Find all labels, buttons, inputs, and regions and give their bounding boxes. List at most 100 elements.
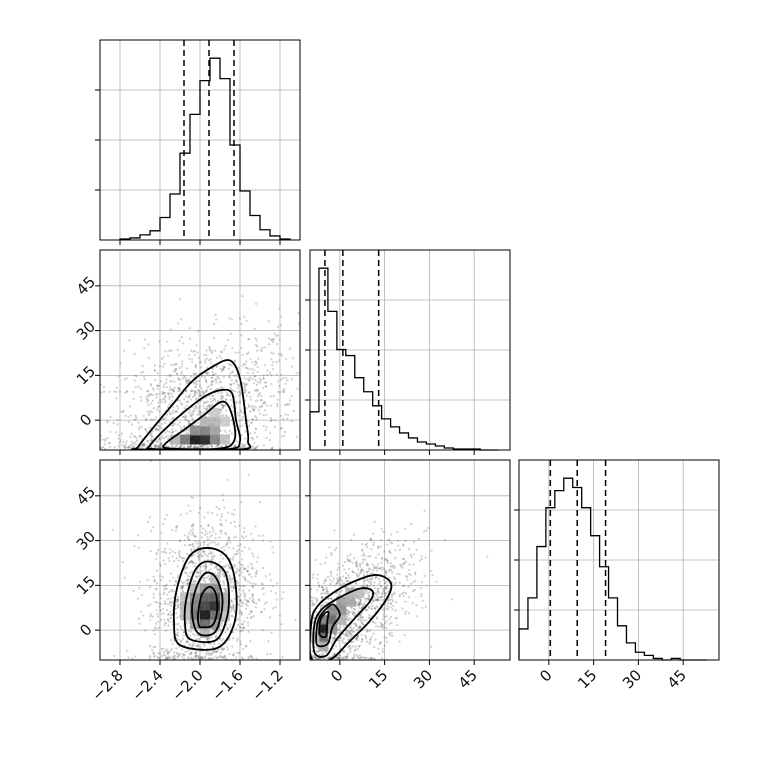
scatter-point (331, 403, 333, 405)
scatter-point (159, 609, 162, 613)
scatter-point (147, 343, 150, 346)
scatter-point (248, 337, 251, 341)
scatter-point (186, 566, 189, 569)
scatter-point (307, 612, 309, 614)
scatter-point (158, 365, 162, 368)
scatter-point (199, 506, 202, 510)
scatter-point (194, 655, 198, 658)
scatter-point (156, 384, 159, 387)
scatter-point (250, 421, 253, 425)
scatter-point (155, 587, 158, 590)
scatter-point (214, 392, 217, 395)
scatter-point (145, 430, 148, 434)
scatter-point (265, 425, 268, 429)
scatter-point (345, 655, 348, 658)
scatter-point (151, 430, 154, 433)
scatter-point (244, 567, 247, 571)
scatter-point (181, 360, 184, 363)
scatter-point (161, 391, 164, 394)
scatter-point (230, 580, 233, 583)
scatter-point (337, 656, 340, 659)
scatter-point (249, 395, 252, 398)
scatter-point (430, 569, 433, 573)
scatter-point (355, 637, 358, 640)
scatter-point (230, 371, 234, 374)
scatter-point (336, 657, 340, 660)
scatter-point (249, 609, 252, 612)
grid (519, 460, 719, 660)
scatter-point (228, 566, 231, 569)
scatter-point (277, 649, 279, 651)
density-cell (310, 632, 320, 643)
scatter-point (234, 564, 237, 567)
scatter-point (225, 409, 228, 412)
scatter-point (231, 577, 234, 580)
scatter-point (348, 630, 351, 633)
scatter-point (390, 533, 393, 536)
scatter-point (232, 389, 235, 392)
scatter-point (278, 447, 282, 450)
scatter-point (302, 637, 304, 639)
scatter-point (179, 625, 182, 628)
scatter-point (184, 414, 187, 417)
scatter-point (179, 640, 182, 643)
scatter-point (160, 531, 163, 534)
scatter-point (240, 443, 244, 446)
scatter-point (229, 372, 232, 375)
scatter-point (346, 619, 350, 622)
scatter-point (141, 442, 145, 445)
scatter-point (139, 434, 142, 438)
scatter-point (366, 564, 369, 567)
scatter-point (247, 351, 250, 354)
scatter-point (390, 565, 393, 569)
scatter-point (121, 560, 124, 564)
scatter-point (178, 389, 181, 392)
scatter-point (216, 567, 219, 570)
scatter-point (178, 554, 181, 557)
scatter-point (233, 652, 236, 655)
scatter-point (205, 371, 209, 375)
x-tick-label: 30 (619, 666, 645, 692)
scatter-point (367, 606, 371, 609)
scatter-point (215, 365, 218, 368)
scatter-point (172, 560, 176, 563)
scatter-point (292, 409, 295, 413)
scatter-point (303, 644, 305, 646)
scatter-point (208, 637, 211, 640)
scatter-point (180, 444, 183, 447)
scatter-point (208, 542, 211, 545)
scatter-point (189, 652, 193, 655)
scatter-point (203, 359, 207, 362)
scatter-point (349, 611, 352, 614)
scatter-point (166, 435, 169, 438)
scatter-point (266, 653, 269, 656)
scatter-point (188, 326, 191, 330)
scatter-point (324, 651, 327, 654)
scatter-point (235, 570, 238, 574)
density-cell (190, 592, 200, 603)
scatter-point (404, 539, 407, 542)
scatter-point (260, 399, 263, 402)
scatter-point (342, 581, 345, 585)
scatter-point (388, 622, 391, 626)
scatter-point (157, 406, 160, 409)
scatter-point (333, 633, 336, 636)
scatter-point (168, 392, 171, 395)
scatter-point (181, 560, 185, 563)
scatter-point (163, 401, 167, 404)
scatter-point (116, 423, 119, 426)
scatter-point (217, 629, 220, 632)
density-cell (170, 434, 180, 445)
scatter-point (362, 602, 366, 605)
scatter-point (159, 565, 162, 568)
scatter-point (122, 409, 125, 412)
scatter-point (154, 600, 157, 604)
scatter-point (159, 574, 162, 578)
scatter-point (391, 635, 394, 638)
scatter-point (219, 529, 222, 533)
scatter-point (254, 525, 257, 528)
scatter-point (347, 617, 350, 620)
scatter-point (161, 550, 164, 554)
scatter-point (162, 417, 165, 421)
scatter-point (230, 589, 234, 592)
